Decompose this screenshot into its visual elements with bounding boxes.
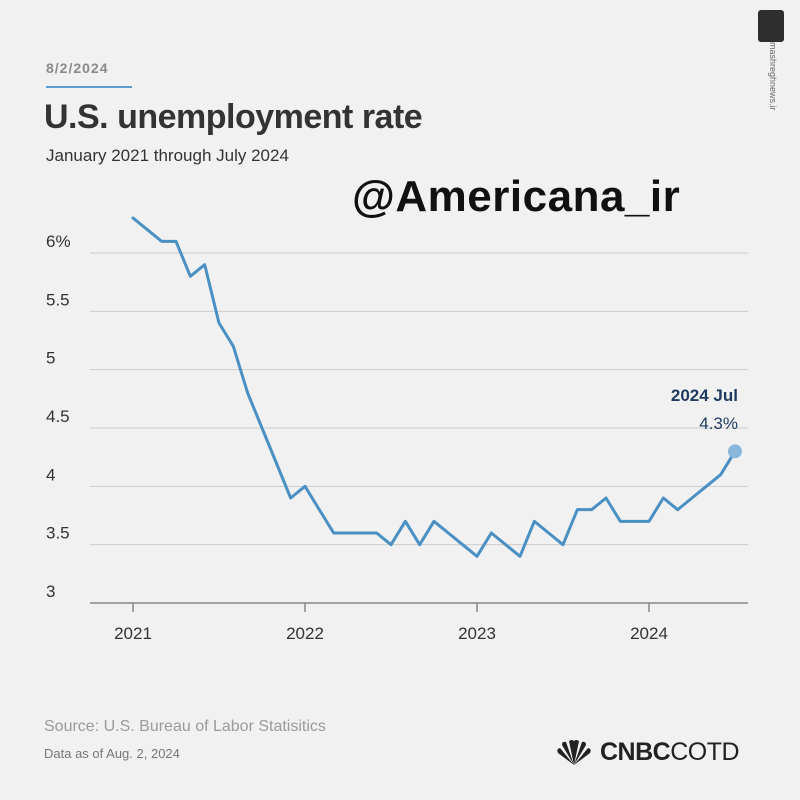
last-point-marker <box>728 444 742 459</box>
x-tick-label: 2024 <box>630 624 668 643</box>
brand-bold: CNBC <box>600 738 671 766</box>
line-chart: 3 3.5 4 4.5 5 5.5 6% 2021 2022 2023 2024 2024 Jul 4.… <box>46 216 748 643</box>
y-tick-label: 4 <box>46 465 55 484</box>
y-tick-label: 5 <box>46 349 55 368</box>
x-tick-label: 2023 <box>458 624 496 643</box>
cnbc-brand: CNBCCOTD <box>554 738 740 767</box>
y-tick-label: 6% <box>46 232 71 251</box>
brand-wordmark: CNBCCOTD <box>600 738 740 767</box>
mashregh-logo: mashreghnews.ir <box>756 10 784 120</box>
annotation-value: 4.3% <box>699 414 738 433</box>
chart-title: U.S. unemployment rate <box>44 98 423 136</box>
chart-subtitle: January 2021 through July 2024 <box>46 146 289 165</box>
date-underline <box>46 86 132 88</box>
y-tick-label: 4.5 <box>46 407 70 426</box>
data-as-of-note: Data as of Aug. 2, 2024 <box>44 746 180 761</box>
series-line <box>131 216 737 558</box>
y-tick-label: 3.5 <box>46 524 70 543</box>
x-tick-label: 2022 <box>286 624 324 643</box>
annotation-label: 2024 Jul <box>671 386 738 405</box>
x-tick-label: 2021 <box>114 624 152 643</box>
y-tick-label: 5.5 <box>46 290 70 309</box>
watermark-handle: @Americana_ir <box>352 172 681 221</box>
date-label: 8/2/2024 <box>46 60 109 76</box>
brand-light: COTD <box>670 738 740 766</box>
mashregh-logo-icon <box>758 10 784 42</box>
nbc-peacock-icon <box>557 739 591 765</box>
source-note: Source: U.S. Bureau of Labor Statisitics <box>44 718 326 735</box>
y-tick-label: 3 <box>46 582 55 601</box>
